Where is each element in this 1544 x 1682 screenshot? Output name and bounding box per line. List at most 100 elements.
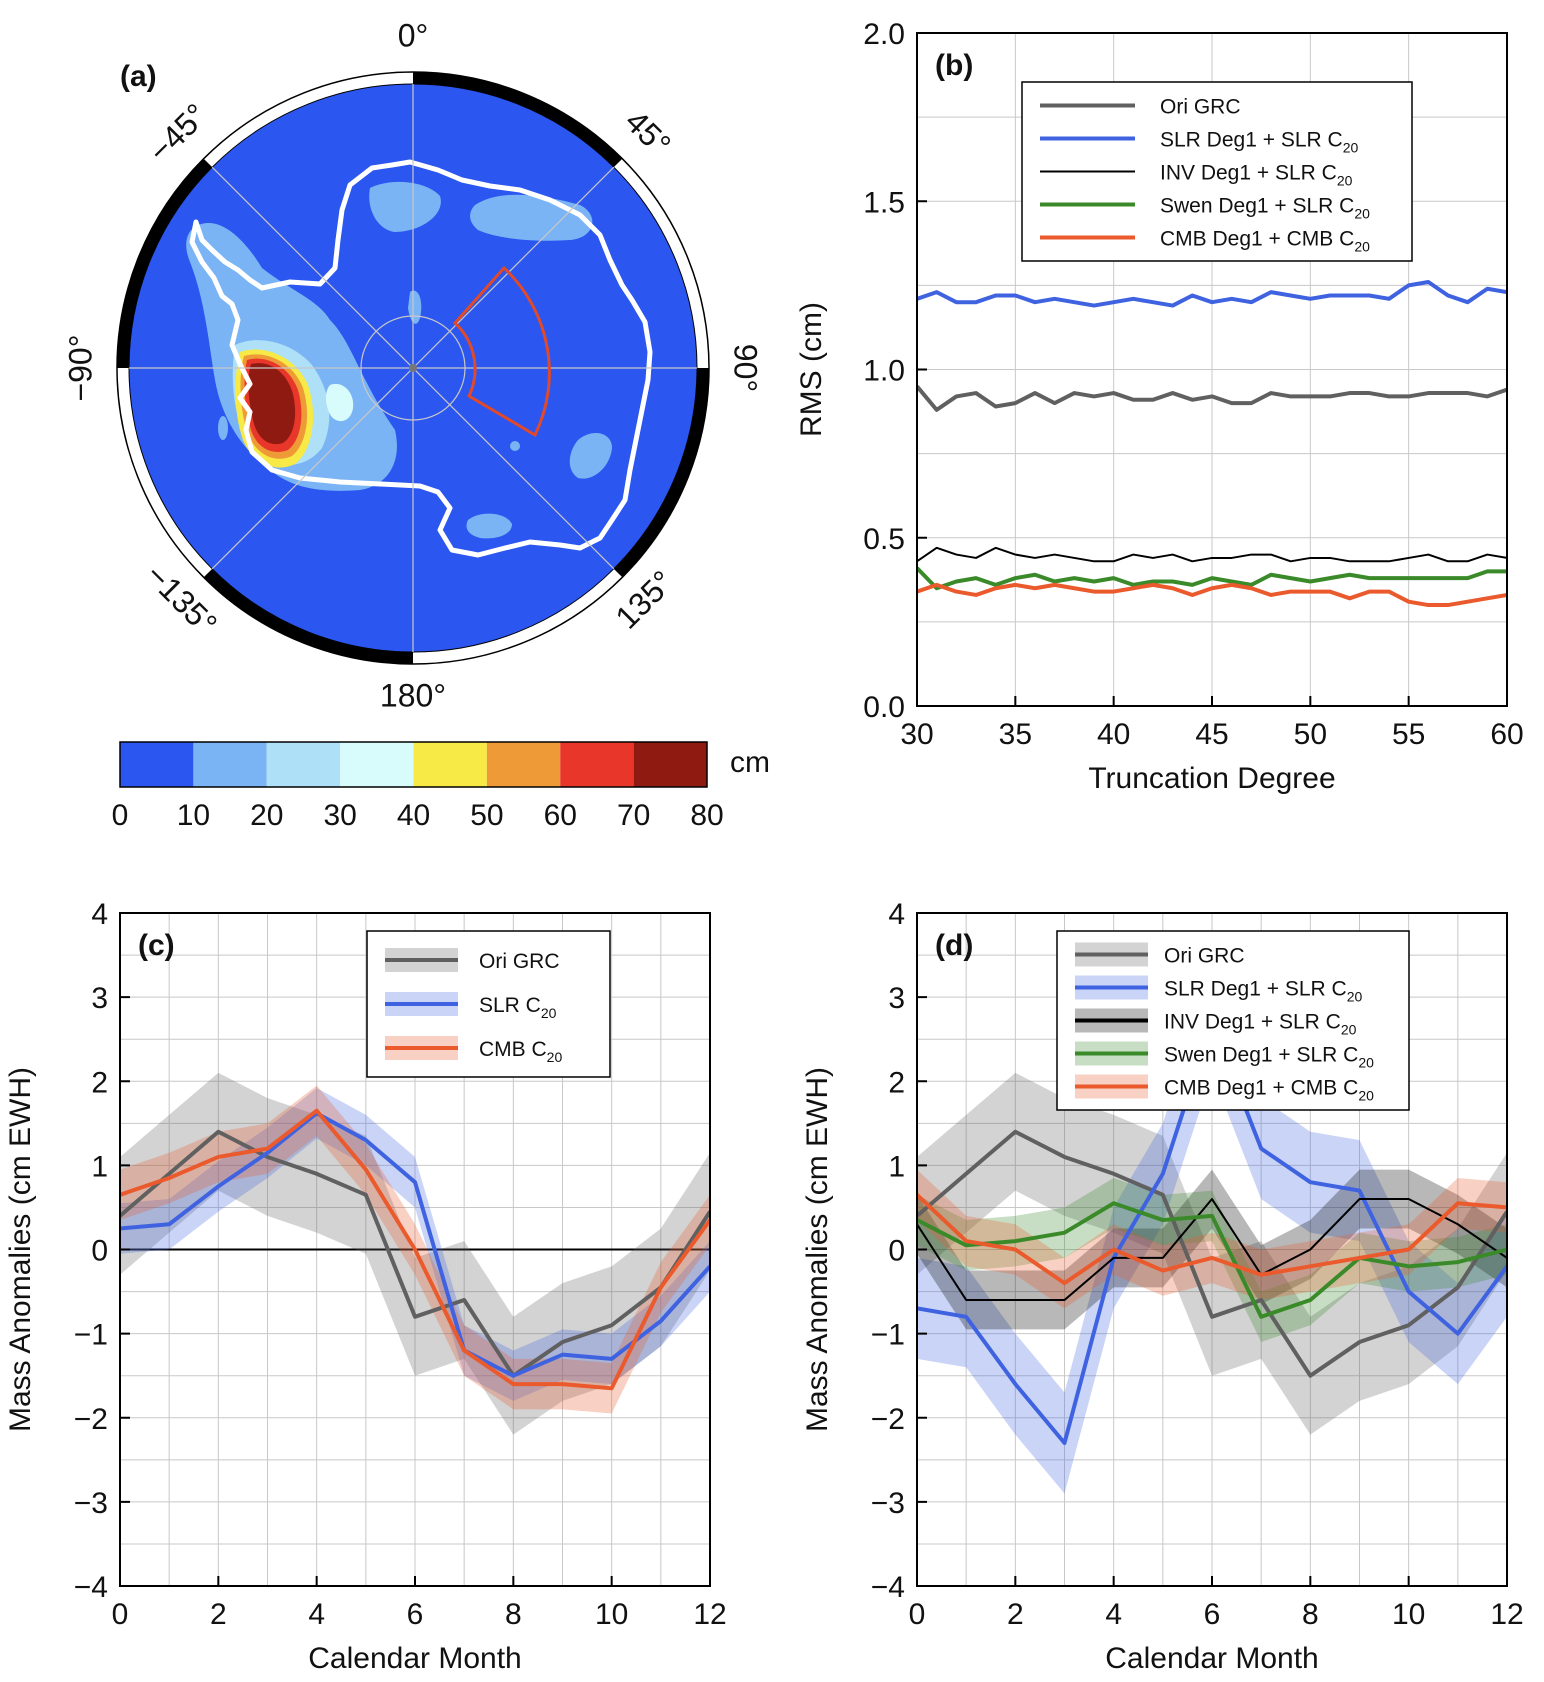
- colorbar-tick-label: 40: [397, 799, 430, 832]
- east-antarctica-patch: [369, 181, 441, 232]
- legend-label: Ori GRC: [479, 950, 560, 973]
- x-tick-label: 0: [909, 1598, 926, 1631]
- series-line: [120, 1111, 710, 1378]
- antarctica-coastline: [189, 159, 653, 558]
- antarctica-contour-30cm: [325, 383, 354, 422]
- panel-tag: (c): [138, 929, 175, 962]
- y-tick-label: −2: [74, 1403, 108, 1436]
- x-tick-label: 12: [693, 1598, 726, 1631]
- colorbar-tick-label: 50: [470, 799, 503, 832]
- y-axis-label: Mass Anomalies (cm EWH): [801, 1067, 834, 1432]
- y-tick-label: 0.5: [863, 523, 905, 556]
- series-line: [917, 1129, 1507, 1378]
- y-tick-label: 2: [888, 1066, 905, 1099]
- colorbar-unit: cm: [730, 746, 770, 779]
- panel-tag: (b): [935, 49, 973, 82]
- legend-label: Ori GRC: [1164, 945, 1245, 968]
- map-frame-arc: [203, 568, 414, 664]
- south-pole-marker: [409, 364, 417, 372]
- x-tick-label: 8: [1302, 1598, 1319, 1631]
- x-tick-label: 0: [112, 1598, 129, 1631]
- colorbar-bin: [120, 742, 194, 787]
- x-tick-label: 30: [900, 718, 933, 751]
- y-tick-label: 0.0: [863, 691, 905, 724]
- x-tick-label: 10: [1392, 1598, 1425, 1631]
- panel-tag-a: (a): [120, 60, 157, 93]
- y-tick-label: −2: [871, 1403, 905, 1436]
- plot-area: [917, 280, 1507, 608]
- y-tick-label: 4: [91, 898, 108, 931]
- y-axis-label: Mass Anomalies (cm EWH): [4, 1067, 37, 1432]
- x-tick-label: 4: [308, 1598, 325, 1631]
- legend-label: Swen Deg1 + SLR C20: [1164, 1044, 1374, 1071]
- legend-label: SLR Deg1 + SLR C20: [1160, 129, 1358, 156]
- uncertainty-band: [917, 1169, 1507, 1309]
- legend-label: SLR Deg1 + SLR C20: [1164, 978, 1362, 1005]
- series-line: [917, 546, 1507, 563]
- panel-tag: (d): [935, 929, 973, 962]
- y-tick-label: 1: [91, 1150, 108, 1183]
- antarctica-contour-70cm: [248, 363, 296, 445]
- east-antarctica-patch: [466, 513, 512, 539]
- y-tick-label: 3: [91, 982, 108, 1015]
- x-tick-label: 40: [1097, 718, 1130, 751]
- colorbar-bin: [486, 742, 561, 787]
- west-antarctica-patch: [218, 416, 228, 440]
- x-tick-label: 12: [1490, 1598, 1523, 1631]
- longitude-label: 180°: [380, 677, 446, 713]
- y-tick-label: −1: [74, 1319, 108, 1352]
- uncertainty-band: [917, 1177, 1507, 1343]
- legend: Ori GRC SLR Deg1 + SLR C20 INV Deg1 + SLR …: [1056, 930, 1410, 1111]
- x-tick-label: 4: [1105, 1598, 1122, 1631]
- longitude-label: 90°: [728, 344, 764, 392]
- x-tick-label: 50: [1294, 718, 1327, 751]
- x-tick-label: 8: [505, 1598, 522, 1631]
- map-frame-arc: [117, 158, 213, 369]
- colorbar: 0 10 20 30 40 50 60 70 80: [112, 741, 724, 832]
- x-tick-label: 6: [407, 1598, 424, 1631]
- y-axis-label: RMS (cm): [795, 302, 828, 437]
- colorbar-bin: [266, 742, 341, 787]
- colorbar-bin: [413, 742, 487, 787]
- legend-label: INV Deg1 + SLR C20: [1164, 1011, 1357, 1038]
- legend: Ori GRC SLR C20 CMB C20: [366, 930, 611, 1078]
- series-line: [917, 1193, 1507, 1286]
- uncertainty-band: [917, 971, 1507, 1494]
- map-frame-arc: [613, 367, 709, 578]
- y-tick-label: 4: [888, 898, 905, 931]
- x-tick-label: 60: [1490, 718, 1523, 751]
- x-axis-label: Truncation Degree: [1088, 762, 1335, 795]
- x-tick-label: 6: [1204, 1598, 1221, 1631]
- legend-label: CMB C20: [479, 1038, 562, 1065]
- x-tick-label: 55: [1392, 718, 1425, 751]
- longitude-label: −90°: [62, 334, 98, 401]
- x-tick-label: 10: [595, 1598, 628, 1631]
- east-antarctica-patch: [510, 441, 520, 451]
- longitude-label: 0°: [398, 17, 429, 53]
- colorbar-bin: [340, 742, 414, 787]
- longitude-label: 45°: [618, 103, 678, 163]
- colorbar-bin: [633, 742, 707, 787]
- legend-label: CMB Deg1 + CMB C20: [1160, 228, 1370, 255]
- x-axis-label: Calendar Month: [1105, 1642, 1318, 1675]
- colorbar-tick-label: 10: [177, 799, 210, 832]
- east-antarctica-patch: [569, 433, 612, 479]
- y-tick-label: −3: [871, 1487, 905, 1520]
- colorbar-tick-label: 60: [544, 799, 577, 832]
- panel-a-polar-map: (a) 0°45°90°135°180°−135°−90°−45° 0 10 20 3…: [62, 17, 770, 832]
- series-line: [917, 1198, 1507, 1301]
- series-line: [120, 1129, 710, 1378]
- x-tick-label: 2: [1007, 1598, 1024, 1631]
- series-line: [917, 566, 1507, 591]
- map-frame-arc: [412, 72, 623, 168]
- x-tick-label: 2: [210, 1598, 227, 1631]
- uncertainty-band: [917, 1169, 1507, 1330]
- uncertainty-band: [120, 1087, 710, 1401]
- colorbar-tick-label: 20: [250, 799, 283, 832]
- y-tick-label: −1: [871, 1319, 905, 1352]
- legend-label: Swen Deg1 + SLR C20: [1160, 195, 1370, 222]
- series-line: [917, 1201, 1507, 1319]
